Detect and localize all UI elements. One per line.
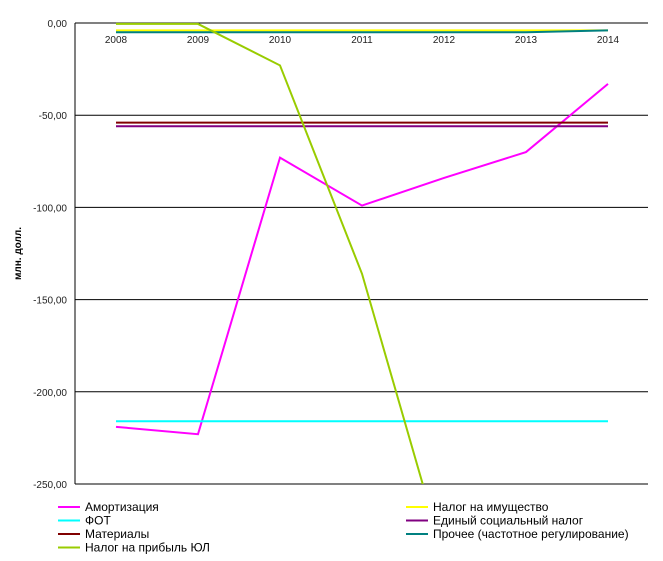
legend-label: Единый социальный налог: [433, 514, 584, 528]
legend-label: Амортизация: [85, 500, 159, 514]
y-tick-label: -200,00: [33, 388, 67, 399]
x-tick-label: 2009: [187, 35, 210, 46]
series-line: [115, 83, 609, 436]
x-tick-label: 2013: [515, 35, 538, 46]
legend-label: Налог на имущество: [433, 500, 549, 514]
y-tick-label: 0,00: [48, 19, 68, 30]
y-axis-label: млн. долл.: [13, 227, 24, 280]
y-tick-label: -150,00: [33, 296, 67, 307]
y-tick-label: -250,00: [33, 480, 67, 491]
x-tick-label: 2014: [597, 35, 620, 46]
legend-label: Материалы: [85, 527, 149, 541]
x-tick-label: 2012: [433, 35, 456, 46]
x-tick-label: 2010: [269, 35, 292, 46]
y-tick-label: -100,00: [33, 203, 67, 214]
legend-label: Налог на прибыль ЮЛ: [85, 541, 210, 555]
x-tick-label: 2011: [351, 35, 373, 46]
series-line: [116, 22, 424, 484]
x-tick-label: 2008: [105, 35, 128, 46]
legend-label: Прочее (частотное регулирование): [433, 527, 629, 541]
series-line: [116, 29, 609, 34]
legend-label: ФОТ: [85, 514, 111, 528]
y-tick-label: -50,00: [39, 111, 68, 122]
